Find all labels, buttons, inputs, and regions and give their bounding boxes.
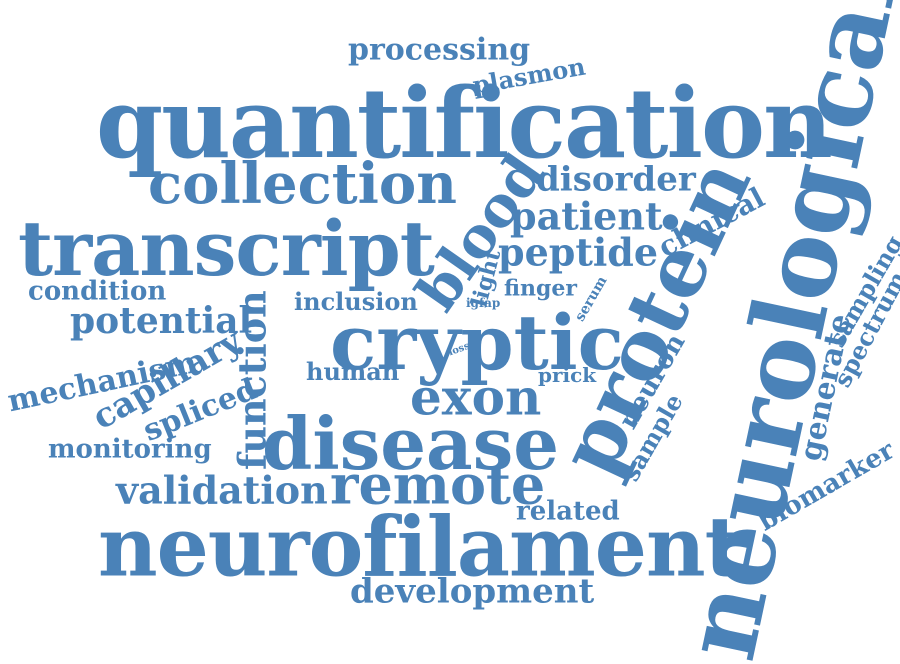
- word-development: development: [350, 571, 595, 612]
- word-transcript: transcript: [18, 204, 435, 293]
- word-finger: finger: [504, 275, 577, 302]
- word-inclusion: inclusion: [294, 287, 418, 316]
- word-exon: exon: [410, 367, 542, 427]
- word-validation: validation: [116, 467, 328, 513]
- word-remote: remote: [330, 452, 546, 517]
- word-igfap: igfap: [466, 296, 501, 310]
- word-patient: patient: [510, 193, 663, 239]
- word-disorder: disorder: [536, 159, 696, 200]
- word-condition: condition: [28, 276, 167, 307]
- word-prick: prick: [538, 363, 597, 387]
- word-related: related: [516, 496, 620, 527]
- word-disease: disease: [262, 401, 560, 486]
- word-monitoring: monitoring: [48, 434, 212, 465]
- word-peptide: peptide: [498, 229, 659, 275]
- word-cryptic: cryptic: [330, 298, 624, 387]
- word-potential: potential: [70, 300, 253, 342]
- word-neurofilament: neurofilament: [98, 499, 742, 596]
- word-processing: processing: [348, 32, 531, 68]
- word-quantification: quantification: [96, 67, 833, 180]
- word-collection: collection: [148, 151, 457, 217]
- word-human: human: [306, 357, 400, 386]
